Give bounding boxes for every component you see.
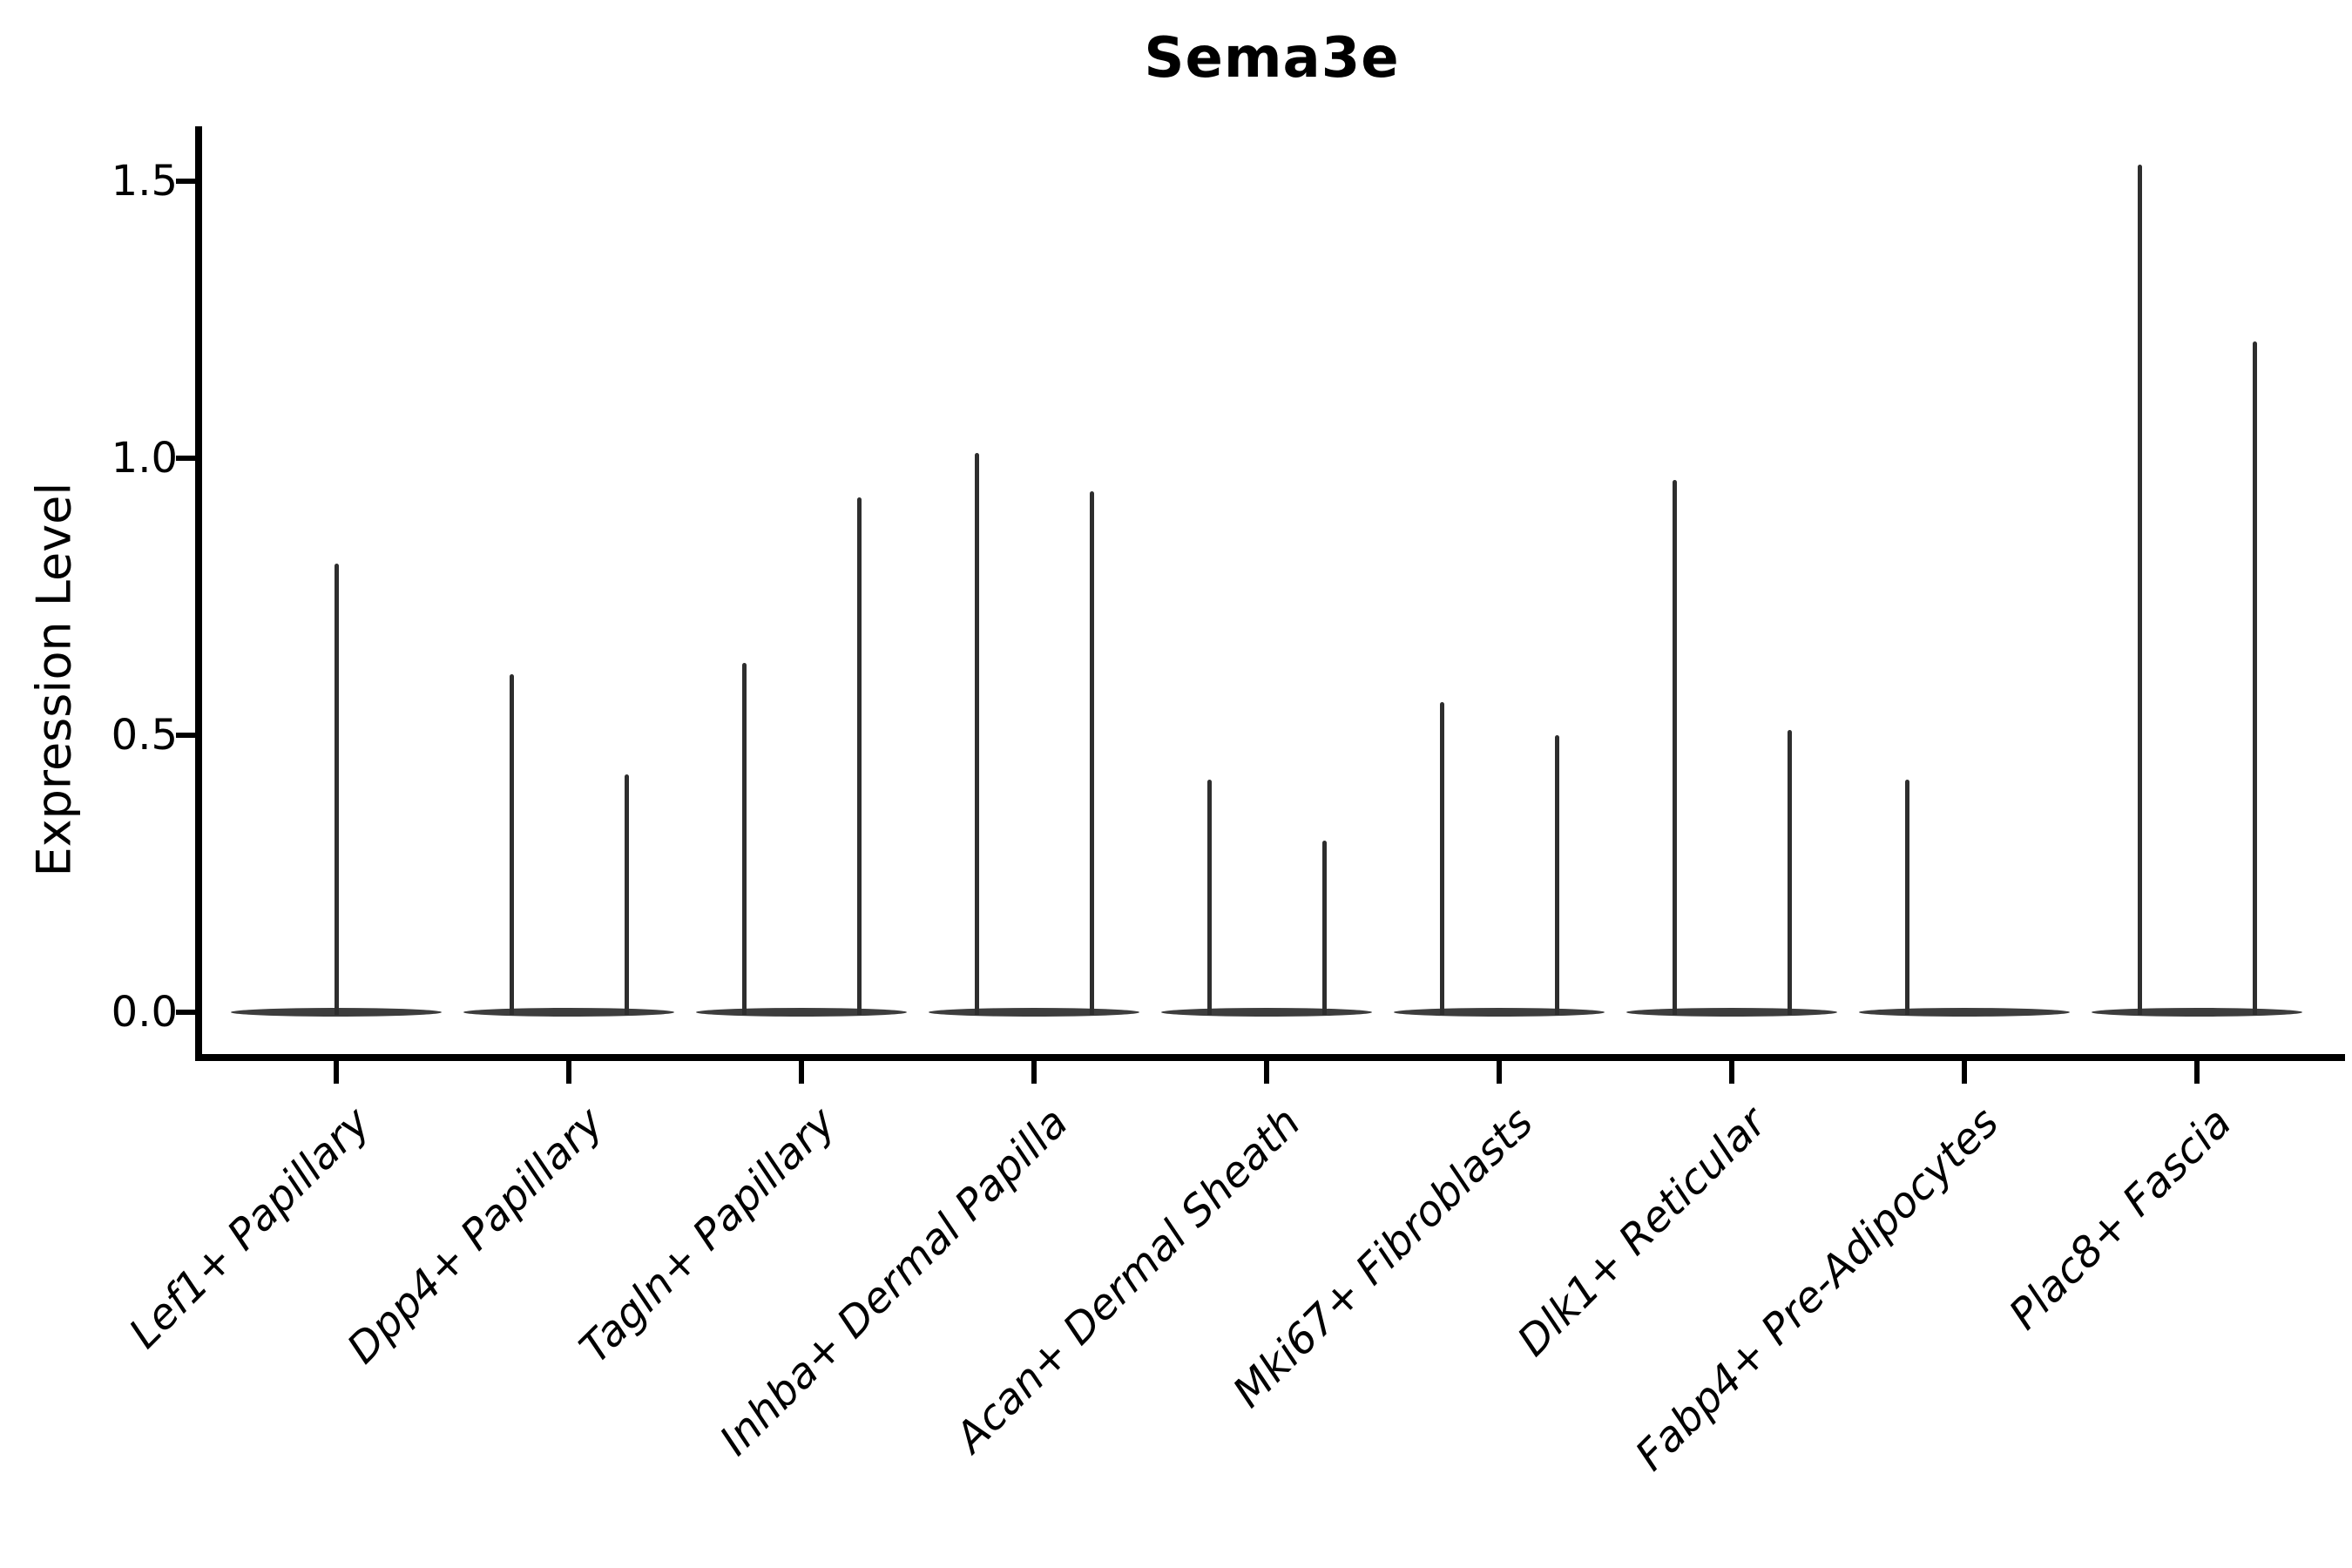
violin-needle: [334, 563, 339, 1015]
x-tick-label: Dlk1+ Reticular: [1507, 1098, 1776, 1366]
violin-needle: [2252, 341, 2257, 1015]
x-tick-mark: [1264, 1061, 1269, 1084]
x-tick-mark: [1497, 1061, 1502, 1084]
y-tick-mark: [176, 456, 197, 461]
violin-base: [463, 1008, 674, 1017]
x-tick-mark: [1962, 1061, 1967, 1084]
y-tick-mark: [176, 1010, 197, 1015]
violin-needle: [2137, 164, 2142, 1015]
y-tick-mark: [176, 733, 197, 738]
violin-needle: [1206, 779, 1212, 1015]
violin-needle: [1321, 840, 1327, 1015]
violin-needle: [509, 674, 514, 1015]
y-axis-label: Expression Level: [26, 482, 82, 877]
x-tick-label: Lef1+ Papillary: [120, 1098, 381, 1358]
y-tick-label: 1.5: [111, 157, 178, 206]
x-tick-mark: [2194, 1061, 2200, 1084]
violin-base: [1161, 1008, 1372, 1017]
violin-needle: [1089, 491, 1094, 1015]
violin-needle: [741, 663, 747, 1015]
x-tick-mark: [1031, 1061, 1037, 1084]
violin-base: [929, 1008, 1139, 1017]
chart-title: Sema3e: [1144, 26, 1400, 91]
violin-base: [696, 1008, 907, 1017]
violin-needle: [1672, 480, 1677, 1015]
violin-needle: [624, 774, 629, 1015]
y-tick-label: 0.5: [111, 711, 178, 760]
violin-needle: [856, 497, 862, 1015]
violin-needle: [1904, 779, 1909, 1015]
x-tick-mark: [1729, 1061, 1734, 1084]
x-tick-label: Dpp4+ Papillary: [337, 1098, 613, 1374]
violin-base: [1859, 1008, 2070, 1017]
violin-base: [1394, 1008, 1605, 1017]
violin-base: [2092, 1008, 2302, 1017]
x-tick-mark: [799, 1061, 804, 1084]
x-tick-label: Plac8+ Fascia: [1999, 1098, 2241, 1340]
y-tick-label: 0.0: [111, 988, 178, 1037]
violin-needle: [1554, 735, 1559, 1015]
violin-needle: [1787, 729, 1792, 1015]
y-tick-label: 1.0: [111, 434, 178, 483]
violin-base: [1626, 1008, 1837, 1017]
y-axis-spine: [195, 126, 202, 1061]
x-tick-mark: [334, 1061, 339, 1084]
y-tick-mark: [176, 179, 197, 184]
violin-needle: [1439, 701, 1444, 1015]
violin-needle: [974, 452, 979, 1015]
x-tick-label: Tagln+ Papillary: [570, 1098, 846, 1373]
x-tick-mark: [566, 1061, 571, 1084]
x-axis-spine: [195, 1054, 2345, 1061]
